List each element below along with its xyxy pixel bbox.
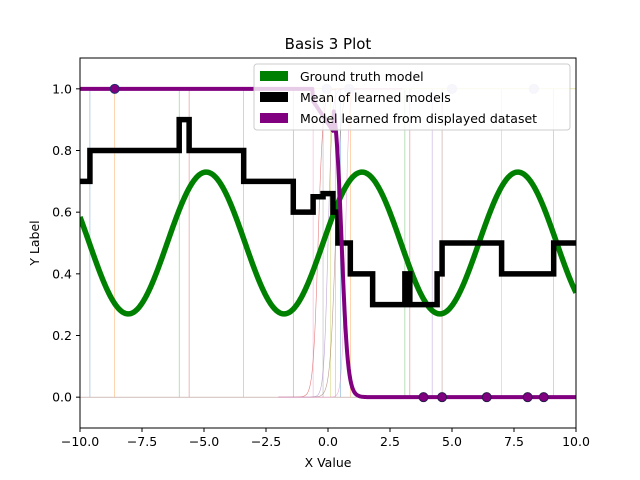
x-axis: −10.0 −7.5 −5.0 −2.5 0.0 2.5 5.0 7.5 10.0: [61, 428, 590, 449]
x-tick-label: 2.5: [380, 434, 400, 449]
legend-swatch: [260, 113, 288, 123]
dataset-point: [522, 392, 533, 403]
y-axis: 0.0 0.2 0.4 0.6 0.8 1.0: [52, 81, 80, 405]
x-tick-label: −5.0: [189, 434, 219, 449]
legend-swatch: [260, 71, 288, 81]
y-tick-label: 0.8: [52, 143, 72, 158]
dataset-point: [538, 392, 549, 403]
dataset-point: [418, 392, 429, 403]
legend-frame: [253, 63, 571, 131]
legend-swatch: [260, 92, 288, 102]
y-tick-label: 1.0: [52, 81, 72, 96]
x-tick-label: −2.5: [251, 434, 281, 449]
y-tick-label: 0.2: [52, 328, 72, 343]
chart-title: Basis 3 Plot: [285, 35, 372, 53]
x-tick-label: 5.0: [442, 434, 462, 449]
y-tick-label: 0.0: [52, 390, 72, 405]
x-tick-label: 7.5: [504, 434, 524, 449]
y-tick-label: 0.4: [52, 266, 72, 281]
dataset-point: [109, 83, 120, 94]
x-tick-label: 0.0: [318, 434, 338, 449]
ground-truth-line: [80, 169, 576, 317]
legend: Ground truth model Mean of learned models…: [253, 63, 571, 131]
legend-entry: Model learned from displayed dataset: [300, 111, 537, 126]
legend-entry: Ground truth model: [300, 69, 424, 84]
x-tick-label: −10.0: [61, 434, 99, 449]
y-tick-label: 0.6: [52, 205, 72, 220]
dataset-point: [437, 392, 448, 403]
x-tick-label: −7.5: [127, 434, 157, 449]
x-axis-title: X Value: [305, 455, 352, 470]
legend-entry: Mean of learned models: [300, 90, 451, 105]
y-axis-title: Y Label: [27, 220, 42, 266]
dataset-point: [481, 392, 492, 403]
x-tick-label: 10.0: [562, 434, 590, 449]
mean-model-line: [80, 116, 576, 308]
